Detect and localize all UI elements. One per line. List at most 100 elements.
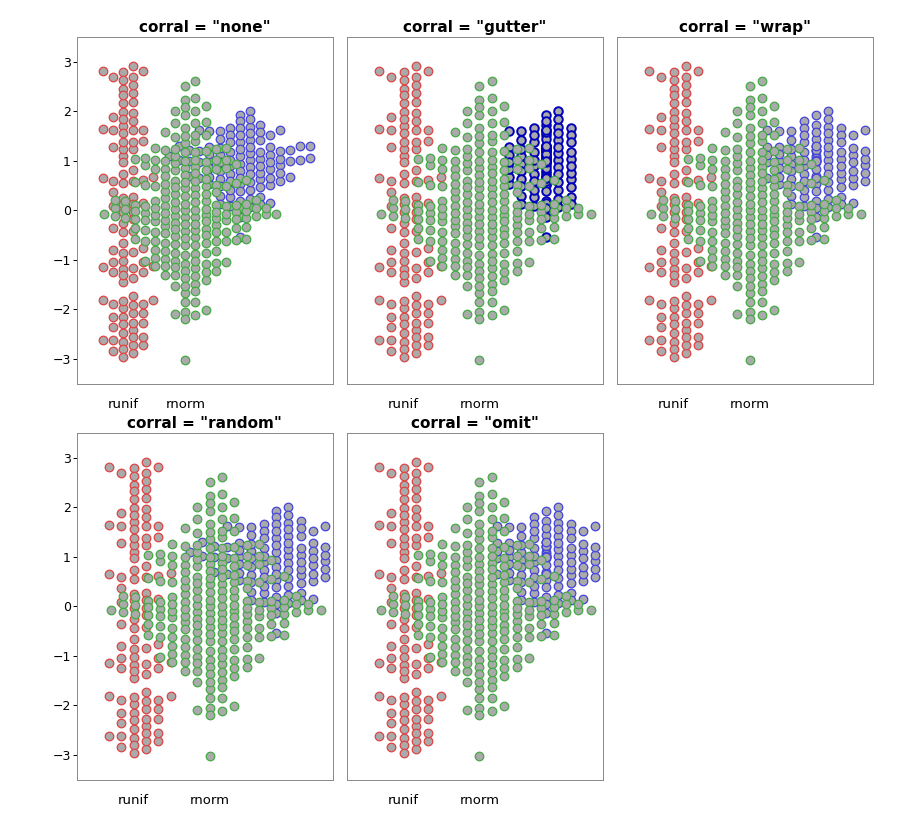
Point [222,159,237,172]
Point [421,297,436,310]
Point [484,585,499,598]
Point [126,106,140,120]
Point [859,124,873,137]
Point [421,123,436,136]
Point [484,644,499,657]
Point [222,146,237,159]
Point [742,146,757,159]
Point [772,161,787,174]
Point [139,620,153,633]
Point [409,306,423,319]
Point [95,293,110,306]
Point [396,177,410,190]
Point [526,555,541,568]
Point [539,515,554,528]
Point [447,213,462,226]
Point [779,143,794,156]
Point [178,168,193,182]
Point [114,741,129,754]
Point [539,166,554,179]
Point [539,580,554,593]
Point [767,237,781,250]
Point [423,152,437,165]
Point [102,689,116,702]
Point [539,161,554,174]
Point [484,626,499,639]
Point [421,652,436,665]
Point [409,667,423,681]
Point [460,612,474,625]
Point [784,125,798,138]
Point [460,238,474,251]
Point [534,213,548,226]
Point [198,129,212,142]
Point [202,627,217,640]
Point [136,306,150,319]
Point [396,665,410,678]
Point [501,148,516,162]
Point [816,220,831,233]
Point [679,262,693,275]
Point [281,580,295,593]
Point [139,466,153,479]
Point [772,177,787,191]
Point [779,235,794,248]
Point [472,558,487,571]
Point [460,202,474,215]
Point [222,135,237,148]
Point [198,195,212,208]
Point [421,693,436,706]
Point [409,726,423,739]
Point [509,574,524,587]
Point [140,594,155,607]
Point [679,87,693,100]
Point [484,92,499,105]
Point [497,559,511,573]
Point [447,656,462,669]
Point [126,306,140,319]
Point [742,101,757,114]
Point [215,571,229,584]
Point [706,252,720,265]
Point [539,158,554,172]
Point [409,742,423,756]
Point [153,602,167,615]
Point [114,466,129,479]
Point [384,596,399,609]
Point [188,74,202,87]
Point [447,641,462,654]
Point [215,705,229,718]
Point [433,567,447,580]
Point [509,218,524,231]
Point [215,606,229,619]
Point [126,515,140,528]
Point [190,526,204,540]
Point [263,172,277,185]
Point [691,297,706,310]
Point [539,170,554,183]
Point [227,619,241,632]
Point [273,158,287,172]
Point [809,139,824,153]
Point [679,306,693,319]
Point [576,537,590,550]
Point [238,220,253,233]
Point [238,174,253,187]
Point [460,664,474,677]
Point [409,205,423,219]
Point [666,225,680,238]
Point [182,154,196,167]
Point [846,196,860,210]
Point [522,225,536,238]
Point [809,170,824,183]
Point [563,531,578,545]
Point [484,705,499,718]
Point [447,236,462,249]
Point [252,621,266,634]
Point [244,552,258,565]
Point [243,160,257,173]
Point [232,536,247,549]
Point [514,521,528,534]
Point [809,156,824,169]
Point [222,122,237,135]
